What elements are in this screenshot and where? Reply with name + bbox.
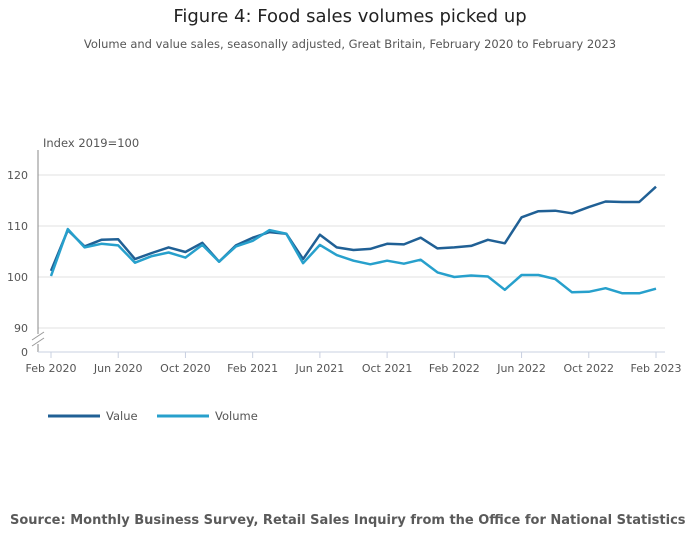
source-note: Source: Monthly Business Survey, Retail … bbox=[10, 513, 686, 528]
axis-break-mark bbox=[31, 331, 45, 341]
line-chart: 0 90 100 110 120 Index 2019=100 Feb 2020 Jun 20… bbox=[7, 136, 682, 423]
legend-label: Volume bbox=[215, 409, 258, 423]
chart-title: Figure 4: Food sales volumes picked up bbox=[173, 6, 527, 27]
x-tick-label: Feb 2021 bbox=[227, 362, 278, 375]
chart-subtitle: Volume and value sales, seasonally adjus… bbox=[83, 37, 617, 51]
y-tick-label: 110 bbox=[7, 220, 28, 233]
y-tick-label: 120 bbox=[7, 169, 28, 182]
x-tick-label: Feb 2023 bbox=[631, 362, 682, 375]
x-tick-label: Oct 2022 bbox=[564, 362, 615, 375]
series-line-volume bbox=[49, 227, 657, 295]
legend-label: Value bbox=[106, 409, 138, 423]
x-tick-label: Jun 2022 bbox=[496, 362, 546, 375]
x-tick-label: Oct 2020 bbox=[160, 362, 211, 375]
x-tick-label: Oct 2021 bbox=[362, 362, 413, 375]
y-tick-label: 90 bbox=[14, 322, 28, 335]
x-tick-label: Feb 2020 bbox=[26, 362, 77, 375]
y-tick-label: 100 bbox=[7, 271, 28, 284]
axis-break-mark bbox=[31, 337, 45, 347]
y-tick-label: 0 bbox=[21, 346, 28, 359]
x-tick-label: Feb 2022 bbox=[429, 362, 480, 375]
y-axis-label: Index 2019=100 bbox=[43, 136, 139, 150]
axis-break-gap bbox=[30, 334, 46, 344]
series-line-value bbox=[49, 185, 657, 272]
x-tick-label: Jun 2021 bbox=[295, 362, 345, 375]
x-tick-label: Jun 2020 bbox=[93, 362, 143, 375]
